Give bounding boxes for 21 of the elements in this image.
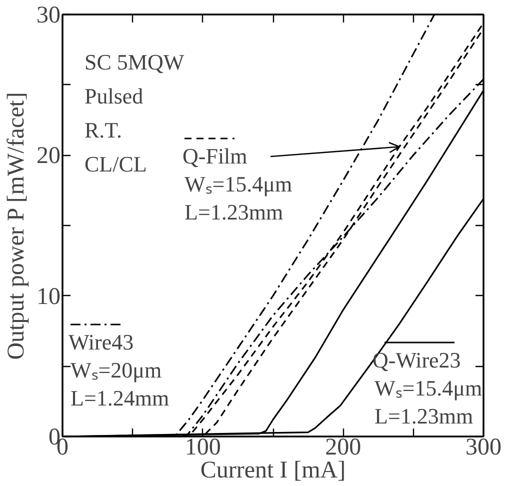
annotation: CL/CL [84,152,147,176]
legend-label: Q-Film [182,144,248,168]
x-tick-label: 100 [184,434,221,460]
annotation: L=1.23mm [184,200,284,224]
annotation: Wₛ=15.4μm [184,172,292,196]
annotation: Pulsed [84,84,144,108]
annotation: R.T. [84,118,122,142]
legend-label: Q-Wire23 [372,348,461,372]
y-axis-title: Output power P [mW/facet] [4,92,30,360]
x-axis-title: Current I [mA] [200,458,346,484]
legend-label: Wire43 [68,330,134,354]
annotation: Wₛ=15.4μm [374,376,482,400]
y-tick-label: 10 [36,284,60,310]
annotation: L=1.23mm [374,404,474,428]
annotation: L=1.24mm [70,386,170,410]
x-tick-label: 200 [325,434,362,460]
annotation: Wₛ=20μm [70,358,162,382]
y-tick-label: 20 [36,143,60,170]
annotation: SC 5MQW [84,50,184,74]
x-tick-label: 300 [466,434,502,460]
y-tick-label: 30 [36,2,60,28]
